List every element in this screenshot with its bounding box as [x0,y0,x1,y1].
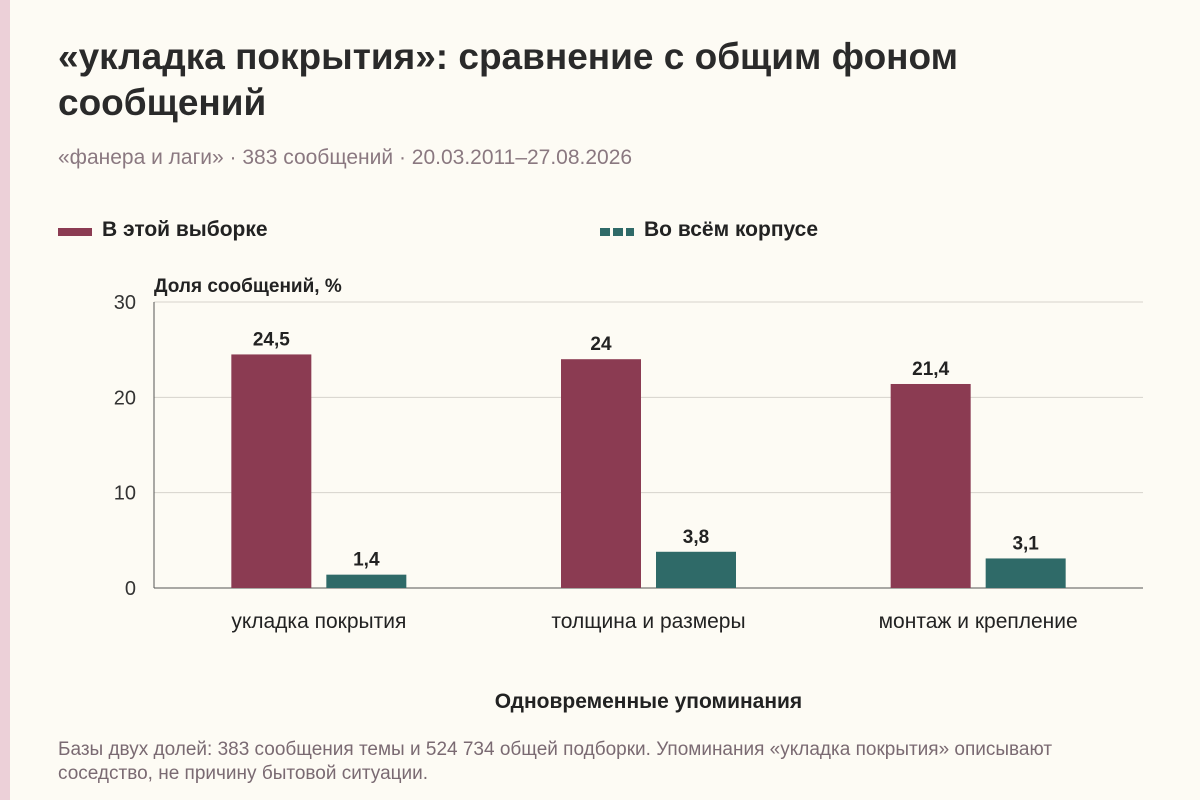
bar-sample [561,359,641,588]
legend-swatch-sample [58,228,92,236]
bar-value-label: 1,4 [353,550,380,571]
bar-corpus [656,551,736,588]
bar-value-label: 3,8 [683,527,709,548]
y-tick-label: 0 [125,578,136,600]
y-axis-label: Доля сообщений, % [154,276,342,297]
x-tick-label: толщина и размеры [551,610,745,633]
legend-label-corpus: Во всём корпусе [644,218,819,241]
x-tick-label: укладка покрытия [231,610,406,633]
y-tick-label: 20 [114,387,136,409]
left-accent-strip [0,0,10,800]
bar-sample [890,383,971,588]
y-tick-label: 30 [114,292,136,314]
legend-label-sample: В этой выборке [102,218,268,241]
bar-value-label: 24 [590,334,612,355]
bar-value-label: 3,1 [1012,533,1039,554]
bar-corpus [326,574,407,588]
bar-sample [231,354,312,588]
page-title: «укладка покрытия»: сравнение с общим фо… [58,36,958,123]
bar-corpus [985,558,1066,588]
y-tick-label: 10 [114,483,136,505]
x-tick-label: монтаж и крепление [879,610,1078,633]
legend-item-corpus: Во всём корпусе [600,218,818,242]
x-axis-label: Одновременные упоминания [495,690,802,713]
bar-value-label: 24,5 [253,329,290,350]
legend-swatch-corpus [600,228,634,236]
bar-value-label: 21,4 [912,359,949,380]
page-subtitle: «фанера и лаги» · 383 сообщений · 20.03.… [58,146,633,169]
footer-note: Базы двух долей: 383 сообщения темы и 52… [58,739,1053,784]
legend-item-sample: В этой выборке [58,218,268,242]
